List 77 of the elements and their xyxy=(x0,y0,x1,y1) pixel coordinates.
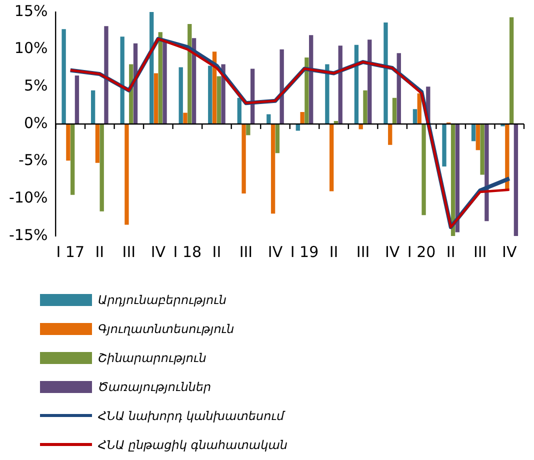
legend-label: ՀՆԱ ընթացիկ գնահատական xyxy=(98,438,288,452)
y-tick-label: 5% xyxy=(24,76,48,95)
bar xyxy=(304,58,309,124)
bar xyxy=(471,124,476,142)
bar xyxy=(368,40,372,124)
bar xyxy=(154,73,158,124)
bar xyxy=(505,124,510,190)
bar xyxy=(275,124,280,154)
bar xyxy=(183,112,188,124)
x-tick-label: II xyxy=(329,242,338,261)
y-tick-label: -10% xyxy=(8,188,48,207)
bar xyxy=(270,124,276,214)
bar xyxy=(455,124,460,232)
bar xyxy=(442,124,446,167)
x-tick-label: III xyxy=(239,242,253,261)
legend-label: Գյուղատնտեսություն xyxy=(98,322,234,336)
bar xyxy=(124,124,129,225)
bar xyxy=(363,90,368,124)
bar xyxy=(514,124,518,236)
y-tick-label: 0% xyxy=(24,114,48,132)
y-tick-label: -15% xyxy=(8,226,48,244)
bar xyxy=(188,24,192,124)
x-tick-label: II xyxy=(212,242,222,261)
bar xyxy=(338,46,342,124)
bar xyxy=(70,124,75,195)
bar xyxy=(90,90,96,124)
bar xyxy=(354,44,359,124)
legend-label: Ծառայություններ xyxy=(98,380,212,394)
bar xyxy=(237,98,242,124)
x-tick-label: I 19 xyxy=(290,242,319,261)
x-tick-label: IV xyxy=(268,242,284,261)
legend-label: Արդյունաբերություն xyxy=(98,292,226,306)
x-tick-label: I 18 xyxy=(173,242,202,261)
bar xyxy=(104,26,108,124)
x-tick-label: I 17 xyxy=(56,242,85,261)
bar xyxy=(480,124,484,175)
bar xyxy=(95,124,100,163)
bar xyxy=(162,42,167,124)
bar xyxy=(484,124,489,222)
y-tick-label: 10% xyxy=(14,39,48,58)
bar xyxy=(300,112,304,124)
x-tick-label: IV xyxy=(502,242,518,261)
bar xyxy=(216,76,221,124)
bar xyxy=(476,124,480,150)
bar xyxy=(412,109,418,124)
bar xyxy=(422,124,426,216)
bar xyxy=(280,49,284,124)
bar xyxy=(66,124,70,161)
x-tick-label: III xyxy=(122,242,136,261)
x-tick-label: IV xyxy=(384,242,400,261)
bar xyxy=(100,124,104,212)
legend-label: Շինարարություն xyxy=(98,350,206,364)
x-tick-label: II xyxy=(95,242,104,261)
bar xyxy=(246,124,250,136)
bar xyxy=(309,35,314,124)
bar xyxy=(242,124,246,194)
x-tick-label: I 20 xyxy=(407,242,436,261)
bar xyxy=(329,124,334,192)
x-tick-label: IV xyxy=(150,242,166,261)
bar xyxy=(509,17,514,124)
bar xyxy=(388,124,392,145)
bar xyxy=(384,22,388,124)
legend-label: ՀՆԱ նախորդ կանխատեսում xyxy=(98,408,284,422)
x-tick-label: II xyxy=(446,242,456,261)
x-tick-label: III xyxy=(356,242,370,261)
bar xyxy=(178,67,183,124)
x-tick-label: III xyxy=(473,242,487,261)
bar xyxy=(62,29,66,124)
y-tick-label: -5% xyxy=(18,151,48,170)
bar xyxy=(208,66,212,124)
bar xyxy=(74,75,80,124)
y-tick-label: 15% xyxy=(14,2,48,20)
bar xyxy=(158,32,162,124)
bar xyxy=(450,124,456,236)
bar xyxy=(392,98,397,124)
bar xyxy=(325,64,330,124)
bar xyxy=(120,36,124,124)
